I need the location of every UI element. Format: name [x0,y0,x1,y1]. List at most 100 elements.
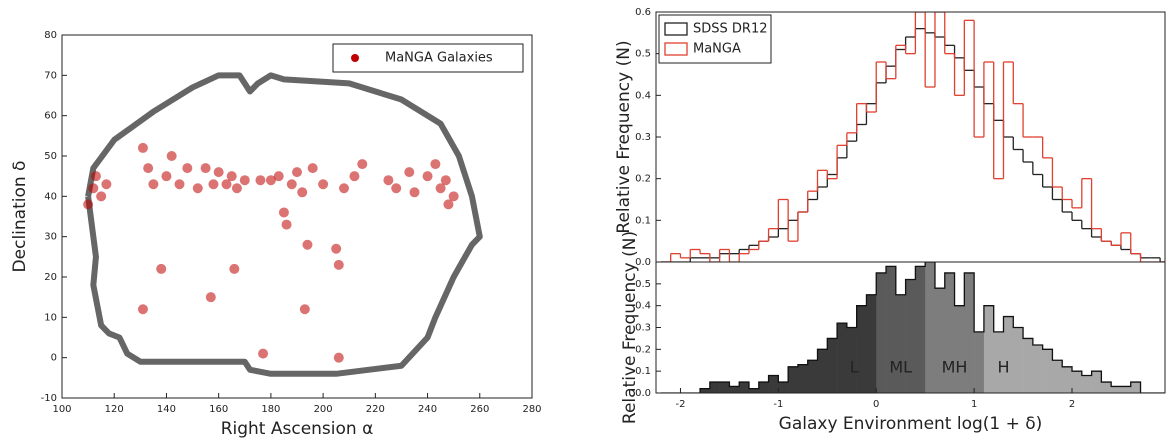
galaxy-point [239,175,250,186]
hist-bar [886,266,897,393]
region-label: MH [942,358,968,377]
galaxy-point [258,348,269,359]
hist-bar [1062,366,1073,393]
galaxy-point [299,304,310,315]
hist-bar [944,272,955,393]
axes-frame [61,34,533,399]
survey-outline [85,72,483,377]
hist-bar [846,327,857,393]
hist-bar [895,294,906,393]
galaxy-point [409,187,420,198]
galaxy-point [443,199,454,210]
legend-label: SDSS DR12 [693,22,767,37]
x-tick-label: 180 [261,404,280,415]
plot-area [660,12,1165,262]
hist-bar [1091,371,1102,393]
galaxy-point [302,239,313,250]
galaxy-point [278,207,289,218]
y-tick-label: 0.2 [635,344,651,355]
y-axis-label: Declination δ [10,161,30,273]
galaxy-point [90,171,101,182]
hist-bar [768,375,779,393]
hist-bar [915,266,926,393]
plot-area [660,262,1165,393]
x-axis-label: Galaxy Environment log(1 + δ) [779,414,1043,434]
galaxy-point [200,163,211,174]
hist-bar [1042,349,1053,393]
legend-swatch [664,22,688,36]
hist-bar [709,382,720,393]
galaxy-point [281,219,292,230]
panel: 0.0 0.1 0.2 0.3 0.4 0.5 0.6 Relative Frequency … [614,7,1166,268]
galaxy-point [143,163,154,174]
y-axis-label: Relative Frequency (N) [620,231,640,424]
hist-bar [934,288,946,393]
galaxy-point [339,183,349,194]
y-tick-label: 60 [44,111,57,122]
galaxy-point [88,183,99,194]
region-label: ML [889,358,912,377]
y-tick-label: 80 [44,30,57,41]
galaxy-point [435,183,446,194]
hist-bar [964,272,975,393]
galaxy-point [221,179,232,190]
x-tick-label: 120 [105,404,124,415]
legend-box [332,43,524,73]
y-tick-label: 0.4 [635,301,651,312]
galaxy-point [273,171,284,182]
y-tick-label: 50 [44,151,57,162]
plot-area [83,72,483,377]
y-tick-label: 20 [44,272,57,283]
galaxy-point [404,167,415,178]
y-tick-label: 40 [44,191,57,202]
x-tick-label: 160 [209,404,228,415]
y-tick-label: 0.3 [635,323,651,334]
galaxy-point [208,179,219,190]
x-tick-label: 0 [873,399,879,410]
y-tick-label: 0.4 [635,90,651,101]
hist-bar [700,388,711,393]
hist-bar [827,338,838,393]
legend-box [658,14,772,64]
galaxy-point [333,259,344,270]
hist-bar [866,294,877,393]
hist-bar [1023,338,1034,393]
y-axis-label: Relative Frequency (N) [614,40,634,233]
x-tick-label: 280 [522,404,541,415]
y-tick-label: 0.2 [635,174,651,185]
y-tick-label: 70 [44,70,57,81]
galaxy-point [318,179,329,190]
galaxy-point [292,167,302,178]
y-tick-label: 0.6 [635,7,651,18]
galaxy-point [349,171,360,182]
y-tick-label: 0.0 [635,257,651,268]
panel: L ML MH H 0.0 0.1 0.2 0.3 0.4 0.5 -2 -1 0 1 2 Galaxy En… [620,231,1166,434]
x-tick-label: 260 [470,404,489,415]
galaxy-point [357,159,368,170]
y-tick-label: 0.1 [635,366,651,377]
y-tick-label: 0.1 [635,215,651,226]
galaxy-point [307,163,318,174]
galaxy-point [166,151,177,161]
hist-bar [739,382,750,393]
galaxy-point [231,183,242,194]
hist-bar [1081,375,1092,393]
x-tick-label: -2 [675,399,685,410]
hist-bar [1130,382,1141,393]
galaxy-point [265,175,276,186]
galaxy-point [137,142,148,153]
hist-bar [1072,371,1083,393]
x-tick-label: 240 [418,404,437,415]
galaxy-point [333,352,344,363]
hist-bar [758,382,769,393]
hist-bar [993,331,1004,393]
y-tick-label: 0.0 [635,388,651,399]
hist-bar [1120,386,1132,393]
galaxy-point [148,179,159,190]
hist-bar [788,366,799,393]
galaxy-point [83,199,94,210]
legend-label: MaNGA Galaxies [385,51,493,66]
galaxy-point [331,243,342,254]
